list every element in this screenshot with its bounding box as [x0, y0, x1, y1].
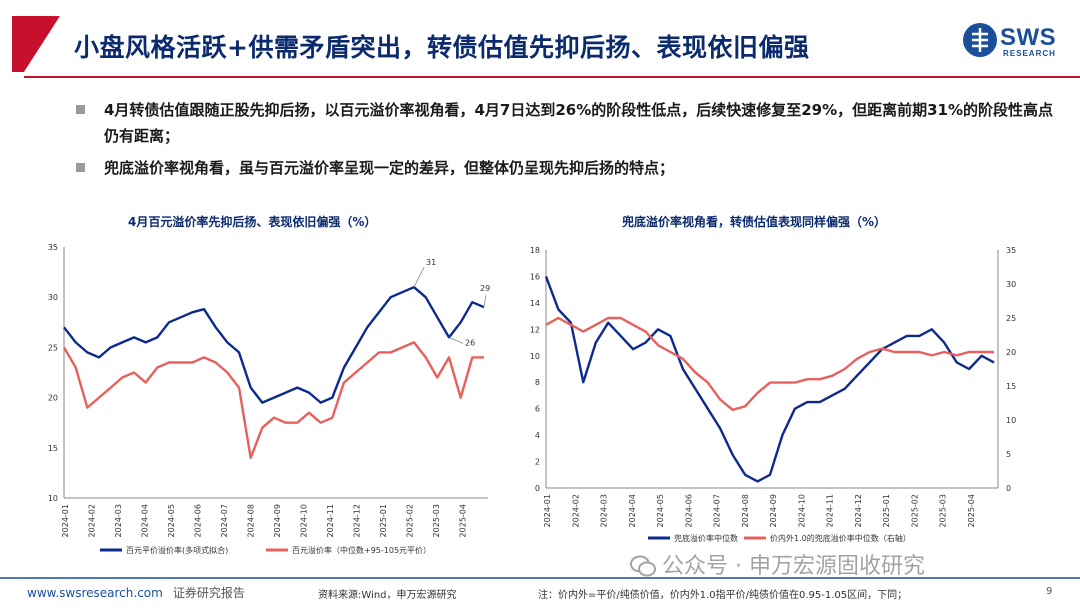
y-tick-label: 14	[530, 299, 540, 308]
header-decoration	[12, 16, 1080, 78]
x-tick-label: 2024-04	[141, 504, 150, 537]
x-tick-label: 2025-02	[910, 494, 919, 527]
x-tick-label: 2024-07	[713, 494, 722, 527]
x-tick-label: 2024-02	[571, 494, 580, 527]
y-tick-label: 6	[535, 405, 540, 414]
x-tick-label: 2024-03	[114, 504, 123, 537]
y-tick-label: 16	[530, 272, 540, 281]
x-tick-label: 2024-07	[220, 504, 229, 537]
y2-tick-label: 5	[1006, 450, 1011, 459]
x-tick-label: 2025-03	[432, 504, 441, 537]
y-tick-label: 8	[535, 378, 540, 387]
sws-logo-icon	[963, 23, 997, 57]
x-tick-label: 2024-04	[628, 494, 637, 527]
y-tick-label: 35	[48, 243, 58, 252]
y-tick-label: 20	[48, 394, 58, 403]
chart2: 0 2 4 6 8 10 12 14 16 18 0 5 10 15 20 25 30 35 2024-01 2024…	[530, 246, 1016, 543]
page-title: 小盘风格活跃+供需矛盾突出，转债估值先抑后扬、表现依旧偏强	[74, 33, 810, 62]
logo-text: SWS	[1000, 24, 1057, 51]
x-tick-label: 2024-11	[826, 494, 835, 527]
annotation-leader	[448, 336, 464, 344]
x-tick-label: 2024-12	[353, 504, 362, 537]
annotation-latest: 29	[480, 284, 490, 293]
y-tick-label: 25	[48, 343, 58, 352]
y-tick-label: 4	[535, 431, 540, 440]
x-tick-label: 2024-06	[684, 494, 693, 527]
watermark-text: 公众号 · 申万宏源固收研究	[662, 554, 925, 579]
bullet-text: 兜底溢价率视角看，虽与百元溢价率呈现一定的差异，但整体仍呈现先抑后扬的特点；	[104, 159, 675, 177]
x-tick-label: 2024-03	[600, 494, 609, 527]
footer-source: 资料来源:Wind，申万宏源研究	[318, 590, 457, 601]
bullet-square-icon	[76, 105, 85, 114]
wechat-icon	[630, 555, 656, 577]
x-tick-label: 2024-09	[273, 504, 282, 537]
y2-tick-label: 35	[1006, 246, 1016, 255]
y-tick-label: 2	[535, 458, 540, 467]
y2-tick-label: 15	[1006, 382, 1016, 391]
y-tick-label: 12	[530, 325, 540, 334]
footer-website-link[interactable]: www.swsresearch.com	[27, 586, 163, 600]
page-number: 9	[1046, 586, 1053, 597]
x-tick-label: 2024-09	[769, 494, 778, 527]
x-tick-label: 2024-01	[61, 504, 70, 537]
y2-tick-label: 20	[1006, 348, 1016, 357]
y2-tick-label: 25	[1006, 314, 1016, 323]
series-line	[62, 341, 484, 459]
x-tick-label: 2025-02	[406, 504, 415, 537]
bullet-item: 4月转债估值跟随正股先抑后扬，以百元溢价率视角看，4月7日达到26%的阶段性低点…	[76, 97, 1066, 149]
chart1: 10 15 20 25 30 35 2024-01 2024-02 2024-03 2024-04…	[48, 243, 490, 555]
footer-left: www.swsresearch.com 证券研究报告	[27, 584, 245, 601]
x-tick-label: 2024-08	[741, 494, 750, 527]
bullet-list: 4月转债估值跟随正股先抑后扬，以百元溢价率视角看，4月7日达到26%的阶段性低点…	[76, 97, 1066, 187]
annotation-high: 31	[426, 258, 436, 267]
x-tick-label: 2024-05	[167, 504, 176, 537]
x-tick-label: 2025-04	[967, 494, 976, 527]
legend-label: 百元溢价率（中位数+95-105元平价）	[292, 545, 431, 555]
header-accent-shape	[12, 16, 60, 72]
y2-tick-label: 30	[1006, 280, 1016, 289]
y-tick-label: 30	[48, 293, 58, 302]
x-tick-label: 2024-02	[88, 504, 97, 537]
x-tick-label: 2024-08	[247, 504, 256, 537]
x-tick-label: 2024-06	[194, 504, 203, 537]
x-tick-label: 2024-05	[656, 494, 665, 527]
x-tick-label: 2025-04	[459, 504, 468, 537]
logo-subtext: RESEARCH	[1003, 49, 1056, 58]
series-line	[545, 316, 994, 411]
x-tick-label: 2024-10	[797, 494, 806, 527]
watermark: 公众号 · 申万宏源固收研究	[630, 548, 925, 580]
y-tick-label: 10	[530, 352, 540, 361]
x-tick-label: 2024-01	[543, 494, 552, 527]
legend-label: 价内外1.0的兜底溢价率中位数（右轴）	[770, 533, 911, 543]
x-tick-label: 2025-03	[939, 494, 948, 527]
chart1-title: 4月百元溢价率先抑后扬、表现依旧偏强（%）	[128, 215, 377, 229]
y-tick-label: 15	[48, 444, 58, 453]
bullet-text: 4月转债估值跟随正股先抑后扬，以百元溢价率视角看，4月7日达到26%的阶段性低点…	[104, 101, 1054, 145]
footer-report-type: 证券研究报告	[172, 586, 245, 600]
series-line	[544, 275, 995, 483]
y-tick-label: 0	[535, 484, 540, 493]
annotation-leader	[483, 295, 487, 308]
series-line	[63, 286, 485, 404]
footer-note: 注：价内外=平价/纯债价值，价内外1.0指平价/纯债价值在0.95-1.05区间…	[538, 590, 908, 601]
annotation-low: 26	[465, 338, 475, 347]
y2-tick-label: 0	[1006, 484, 1011, 493]
y-tick-label: 10	[48, 494, 58, 503]
bullet-square-icon	[76, 163, 85, 172]
y2-tick-label: 10	[1006, 416, 1016, 425]
x-tick-label: 2024-11	[326, 504, 335, 537]
x-tick-label: 2025-01	[882, 494, 891, 527]
chart2-title: 兜底溢价率视角看，转债估值表现同样偏强（%）	[622, 215, 887, 229]
annotation-leader	[413, 266, 425, 288]
legend-label: 百元平价溢价率(多项式拟合)	[126, 545, 228, 555]
x-tick-label: 2025-01	[379, 504, 388, 537]
bullet-item: 兜底溢价率视角看，虽与百元溢价率呈现一定的差异，但整体仍呈现先抑后扬的特点；	[76, 155, 1066, 181]
y-tick-label: 18	[530, 246, 540, 255]
x-tick-label: 2024-12	[854, 494, 863, 527]
x-tick-label: 2024-10	[300, 504, 309, 537]
legend-label: 兜底溢价率中位数	[674, 533, 738, 543]
